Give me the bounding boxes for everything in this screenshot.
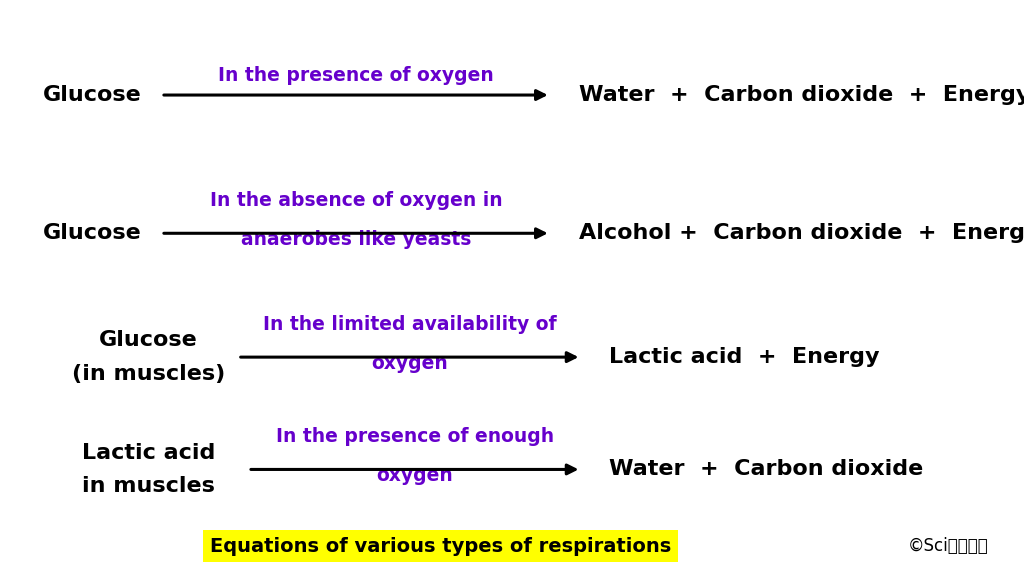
Text: In the presence of enough: In the presence of enough: [275, 427, 554, 446]
Text: Glucose: Glucose: [43, 223, 141, 243]
Text: Water  +  Carbon dioxide: Water + Carbon dioxide: [609, 460, 924, 479]
FancyArrowPatch shape: [164, 229, 545, 238]
Text: Glucose: Glucose: [43, 85, 141, 105]
Text: Equations of various types of respirations: Equations of various types of respiratio…: [210, 537, 671, 555]
FancyArrowPatch shape: [251, 465, 575, 474]
Text: Lactic acid  +  Energy: Lactic acid + Energy: [609, 347, 880, 367]
Text: ©Sciक्षक: ©Sciक्षक: [907, 537, 988, 555]
Text: (in muscles): (in muscles): [72, 364, 225, 384]
Text: in muscles: in muscles: [82, 476, 215, 497]
Text: oxygen: oxygen: [377, 466, 453, 485]
Text: Water  +  Carbon dioxide  +  Energy: Water + Carbon dioxide + Energy: [579, 85, 1024, 105]
Text: oxygen: oxygen: [372, 354, 447, 373]
FancyArrowPatch shape: [241, 353, 575, 362]
Text: Lactic acid: Lactic acid: [82, 442, 215, 463]
FancyArrowPatch shape: [164, 90, 545, 100]
Text: In the absence of oxygen in: In the absence of oxygen in: [210, 191, 502, 210]
Text: In the presence of oxygen: In the presence of oxygen: [218, 66, 494, 85]
Text: Alcohol +  Carbon dioxide  +  Energy: Alcohol + Carbon dioxide + Energy: [579, 223, 1024, 243]
Text: Glucose: Glucose: [99, 330, 198, 350]
Text: In the limited availability of: In the limited availability of: [263, 315, 556, 334]
Text: anaerobes like yeasts: anaerobes like yeasts: [241, 230, 471, 249]
